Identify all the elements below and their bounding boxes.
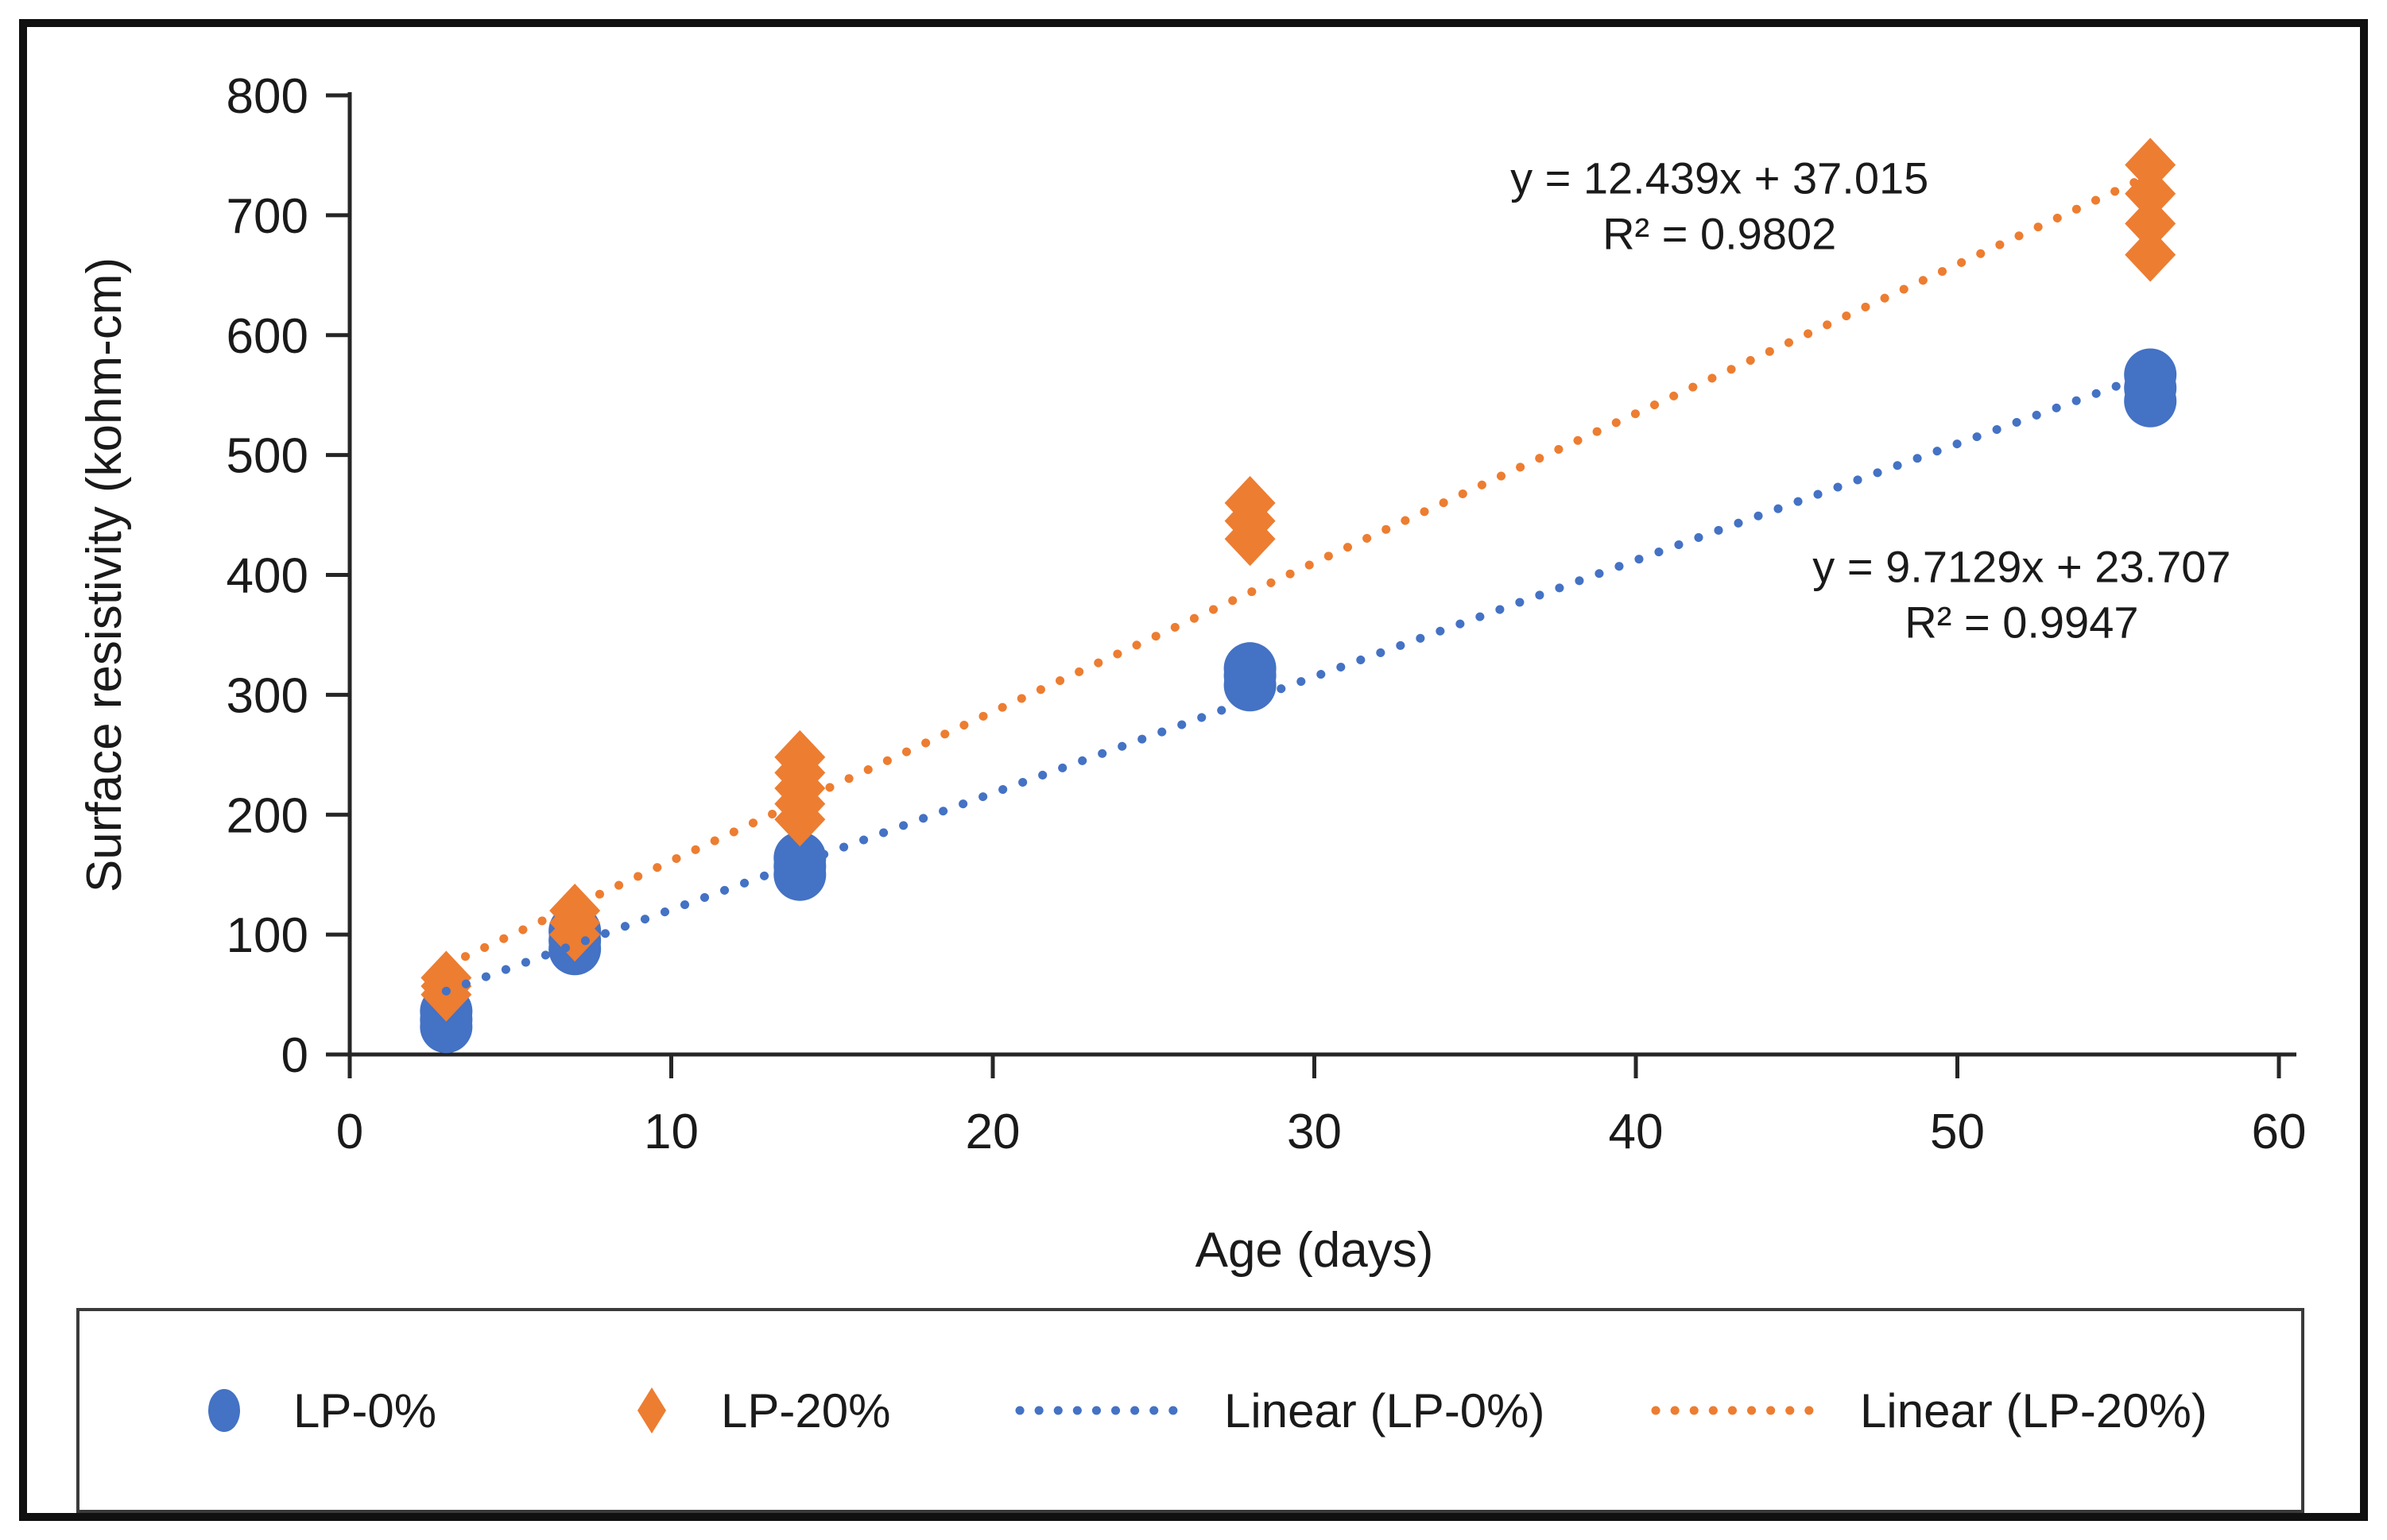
equation-lp-0--line2: R² = 0.9947 [1905,598,2138,648]
legend-diamond-icon [637,1387,666,1434]
equation-lp-20--line2: R² = 0.9802 [1602,209,1836,259]
data-point-diamond [2125,227,2176,282]
legend-item-linear-lp-20-: Linear (LP-20%) [1649,1383,2207,1438]
x-tick-label: 10 [644,1105,699,1159]
x-tick-label: 30 [1287,1105,1342,1159]
x-tick-label: 50 [1930,1105,1985,1159]
y-tick-label: 400 [227,549,308,604]
data-point-diamond [774,729,826,784]
legend-item-lp-20-: LP-20% [626,1383,890,1438]
y-tick-label: 200 [227,788,308,843]
legend-label: LP-0% [293,1383,437,1437]
data-point-circle [2124,348,2177,401]
y-tick-label: 100 [227,908,308,963]
trendline-linear-lp-20- [441,163,2171,970]
legend-dotted-line-icon [1651,1406,1815,1415]
legend-label: Linear (LP-20%) [1860,1383,2207,1437]
y-tick-label: 0 [281,1028,308,1083]
x-tick-label: 40 [1609,1105,1664,1159]
scatter-plot: 0 10 20 30 40 50 600100200300400500600700800y … [77,69,2307,1278]
y-tick-label: 500 [227,429,308,484]
y-tick-label: 600 [227,309,308,364]
chart-frame: 0 10 20 30 40 50 60 0 100 200 300 400 500 600 700 800 y … [19,19,2368,1521]
equation-lp-0--line1: y = 9.7129x + 23.707 [1812,542,2230,592]
legend-label: LP-20% [721,1383,891,1437]
x-axis-title: Age (days) [1195,1223,1434,1278]
x-tick-label: 20 [966,1105,1021,1159]
data-point-diamond [2125,137,2176,192]
y-tick-label: 300 [227,668,308,723]
legend-item-linear-lp-0-: Linear (LP-0%) [1013,1383,1545,1438]
legend-circle-icon [208,1389,240,1432]
x-tick-label: 0 [336,1105,363,1159]
y-tick-label: 700 [227,189,308,244]
y-axis-title: Surface resistivity (kohm-cm) [77,257,132,892]
y-tick-label: 800 [227,69,308,124]
data-point-diamond [549,883,601,938]
data-point-diamond [1224,475,1276,530]
data-point-diamond [2125,196,2176,251]
legend-item-lp-0-: LP-0% [199,1383,436,1438]
legend: LP-0% LP-20% Linear (LP-0%) Linear (LP-20%) [76,1308,2304,1513]
data-point-diamond [420,950,472,1005]
legend-label: Linear (LP-0%) [1224,1383,1545,1437]
x-tick-label: 60 [2252,1105,2307,1159]
trendline-linear-lp-0- [441,363,2171,996]
series-lp-0- [420,348,2177,1054]
legend-dotted-line-icon [1015,1406,1179,1415]
equation-lp-20--line1: y = 12.439x + 37.015 [1510,153,1928,203]
data-point-circle [1223,642,1277,695]
